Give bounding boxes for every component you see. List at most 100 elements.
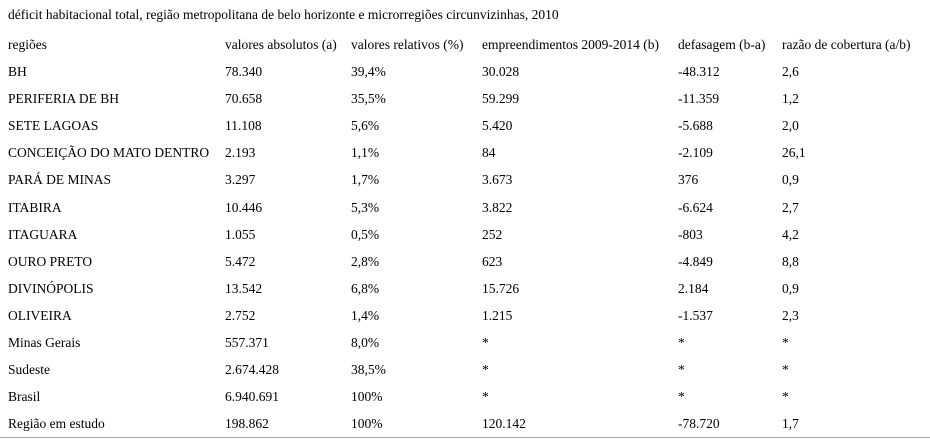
region-name-cell: OURO PRETO <box>8 253 93 269</box>
value-cell: 35,5% <box>351 91 386 107</box>
value-cell: 13.542 <box>225 280 263 296</box>
value-cell: 2,3 <box>782 307 799 323</box>
region-name-cell: PERIFERIA DE BH <box>8 91 120 107</box>
value-cell: 5.420 <box>482 118 513 134</box>
value-cell: 2,8% <box>351 253 380 269</box>
header-cell-0: regiões <box>8 37 47 52</box>
region-name-cell: ITABIRA <box>8 199 62 215</box>
region-name-cell: PARÁ DE MINAS <box>8 172 112 188</box>
value-cell: 26,1 <box>782 145 806 161</box>
header-cell-1: valores absolutos (a) <box>225 37 337 52</box>
value-cell: 252 <box>482 226 503 242</box>
table-row: SETE LAGOAS 11.108 5,6% 5.420 -5.688 2,0 <box>8 112 930 139</box>
value-cell: * <box>782 335 789 351</box>
value-cell: 1.215 <box>482 307 513 323</box>
value-cell: -2.109 <box>678 145 713 161</box>
value-cell: 1,1% <box>351 145 380 161</box>
value-cell: -4.849 <box>678 253 713 269</box>
value-cell: 78.340 <box>225 64 263 80</box>
value-cell: 557.371 <box>225 335 269 351</box>
table-row: ITAGUARA 1.055 0,5% 252 -803 4,2 <box>8 221 930 248</box>
value-cell: -6.624 <box>678 199 713 215</box>
table-header-row: regiões valores absolutos (a) valores rela… <box>8 31 930 58</box>
value-cell: 38,5% <box>351 362 386 378</box>
value-cell: 70.658 <box>225 91 263 107</box>
table-row: Região em estudo 198.862 100% 120.142 -78.72… <box>8 410 930 437</box>
bottom-rule <box>0 437 930 438</box>
value-cell: 1.055 <box>225 226 256 242</box>
value-cell: 39,4% <box>351 64 386 80</box>
value-cell: 8,0% <box>351 335 380 351</box>
region-name-cell: SETE LAGOAS <box>8 118 99 134</box>
table-row: DIVINÓPOLIS 13.542 6,8% 15.726 2.184 0,9 <box>8 275 930 302</box>
table-row: PARÁ DE MINAS 3.297 1,7% 3.673 376 0,9 <box>8 166 930 193</box>
value-cell: 198.862 <box>225 416 269 432</box>
table-row: OURO PRETO 5.472 2,8% 623 -4.849 8,8 <box>8 248 930 275</box>
table-row: BH 78.340 39,4% 30.028 -48.312 2,6 <box>8 58 930 85</box>
value-cell: 100% <box>351 416 383 432</box>
value-cell: 2,6 <box>782 64 799 80</box>
value-cell: * <box>678 389 685 405</box>
value-cell: 5.472 <box>225 253 256 269</box>
value-cell: * <box>782 362 789 378</box>
value-cell: 6.940.691 <box>225 389 279 405</box>
value-cell: 2.752 <box>225 307 256 323</box>
region-name-cell: CONCEIÇÃO DO MATO DENTRO <box>8 145 210 161</box>
table-row: Brasil 6.940.691 100% * * * <box>8 383 930 410</box>
value-cell: 0,9 <box>782 280 799 296</box>
value-cell: 1,4% <box>351 307 380 323</box>
value-cell: 15.726 <box>482 280 520 296</box>
region-name-cell: BH <box>8 64 27 80</box>
table-title: déficit habitacional total, região metro… <box>8 7 559 22</box>
region-name-cell: Região em estudo <box>8 416 105 432</box>
value-cell: 2,0 <box>782 118 799 134</box>
deficit-table: regiões valores absolutos (a) valores rela… <box>8 31 930 437</box>
table-row: ITABIRA 10.446 5,3% 3.822 -6.624 2,7 <box>8 194 930 221</box>
value-cell: 1,7 <box>782 416 799 432</box>
value-cell: 2.184 <box>678 280 709 296</box>
table-body: BH 78.340 39,4% 30.028 -48.312 2,6 PERIFERIA D… <box>8 58 930 437</box>
value-cell: -1.537 <box>678 307 713 323</box>
value-cell: 0,9 <box>782 172 799 188</box>
value-cell: 6,8% <box>351 280 380 296</box>
value-cell: 0,5% <box>351 226 380 242</box>
region-name-cell: Brasil <box>8 389 41 405</box>
value-cell: * <box>482 389 489 405</box>
value-cell: -78.720 <box>678 416 720 432</box>
table-row: PERIFERIA DE BH 70.658 35,5% 59.299 -11.359 1… <box>8 85 930 112</box>
value-cell: 376 <box>678 172 699 188</box>
value-cell: 5,6% <box>351 118 380 134</box>
value-cell: * <box>678 335 685 351</box>
value-cell: * <box>678 362 685 378</box>
header-cell-2: valores relativos (%) <box>351 37 464 52</box>
value-cell: 1,2 <box>782 91 799 107</box>
value-cell: -803 <box>678 226 703 242</box>
value-cell: 3.673 <box>482 172 513 188</box>
value-cell: 84 <box>482 145 496 161</box>
value-cell: 11.108 <box>225 118 262 134</box>
header-cell-4: defasagem (b-a) <box>678 37 766 52</box>
value-cell: 100% <box>351 389 383 405</box>
value-cell: 3.822 <box>482 199 513 215</box>
region-name-cell: Sudeste <box>8 362 50 378</box>
value-cell: -48.312 <box>678 64 720 80</box>
table-row: OLIVEIRA 2.752 1,4% 1.215 -1.537 2,3 <box>8 302 930 329</box>
value-cell: * <box>482 362 489 378</box>
region-name-cell: Minas Gerais <box>8 335 81 351</box>
value-cell: 3.297 <box>225 172 256 188</box>
value-cell: 30.028 <box>482 64 520 80</box>
value-cell: -5.688 <box>678 118 713 134</box>
value-cell: * <box>482 335 489 351</box>
value-cell: 4,2 <box>782 226 799 242</box>
value-cell: * <box>782 389 789 405</box>
value-cell: 2.674.428 <box>225 362 279 378</box>
value-cell: 623 <box>482 253 503 269</box>
value-cell: 8,8 <box>782 253 799 269</box>
table-row: Sudeste 2.674.428 38,5% * * * <box>8 356 930 383</box>
value-cell: 5,3% <box>351 199 380 215</box>
value-cell: -11.359 <box>678 91 720 107</box>
value-cell: 10.446 <box>225 199 263 215</box>
value-cell: 120.142 <box>482 416 526 432</box>
value-cell: 2,7 <box>782 199 799 215</box>
